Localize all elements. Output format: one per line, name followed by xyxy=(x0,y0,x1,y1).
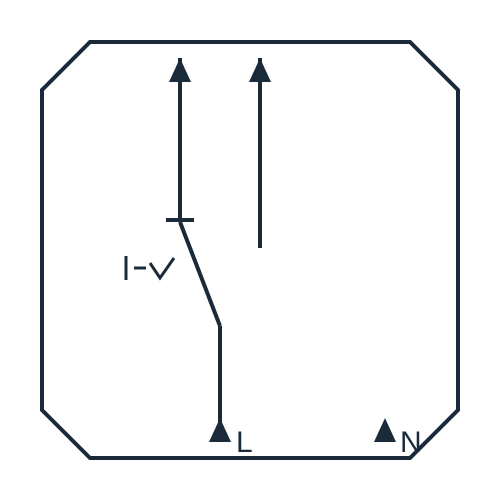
terminal-arrow-top-right xyxy=(249,58,271,82)
terminal-arrow-top-left xyxy=(169,58,191,82)
actuator-v xyxy=(150,258,174,278)
wiring-diagram: LN xyxy=(0,0,500,500)
frame-octagon xyxy=(42,42,458,458)
switch-arm xyxy=(180,222,220,326)
label-L: L xyxy=(236,426,253,459)
label-N: N xyxy=(400,426,422,459)
terminal-arrow-L xyxy=(209,418,231,442)
terminal-arrow-N xyxy=(374,418,396,442)
